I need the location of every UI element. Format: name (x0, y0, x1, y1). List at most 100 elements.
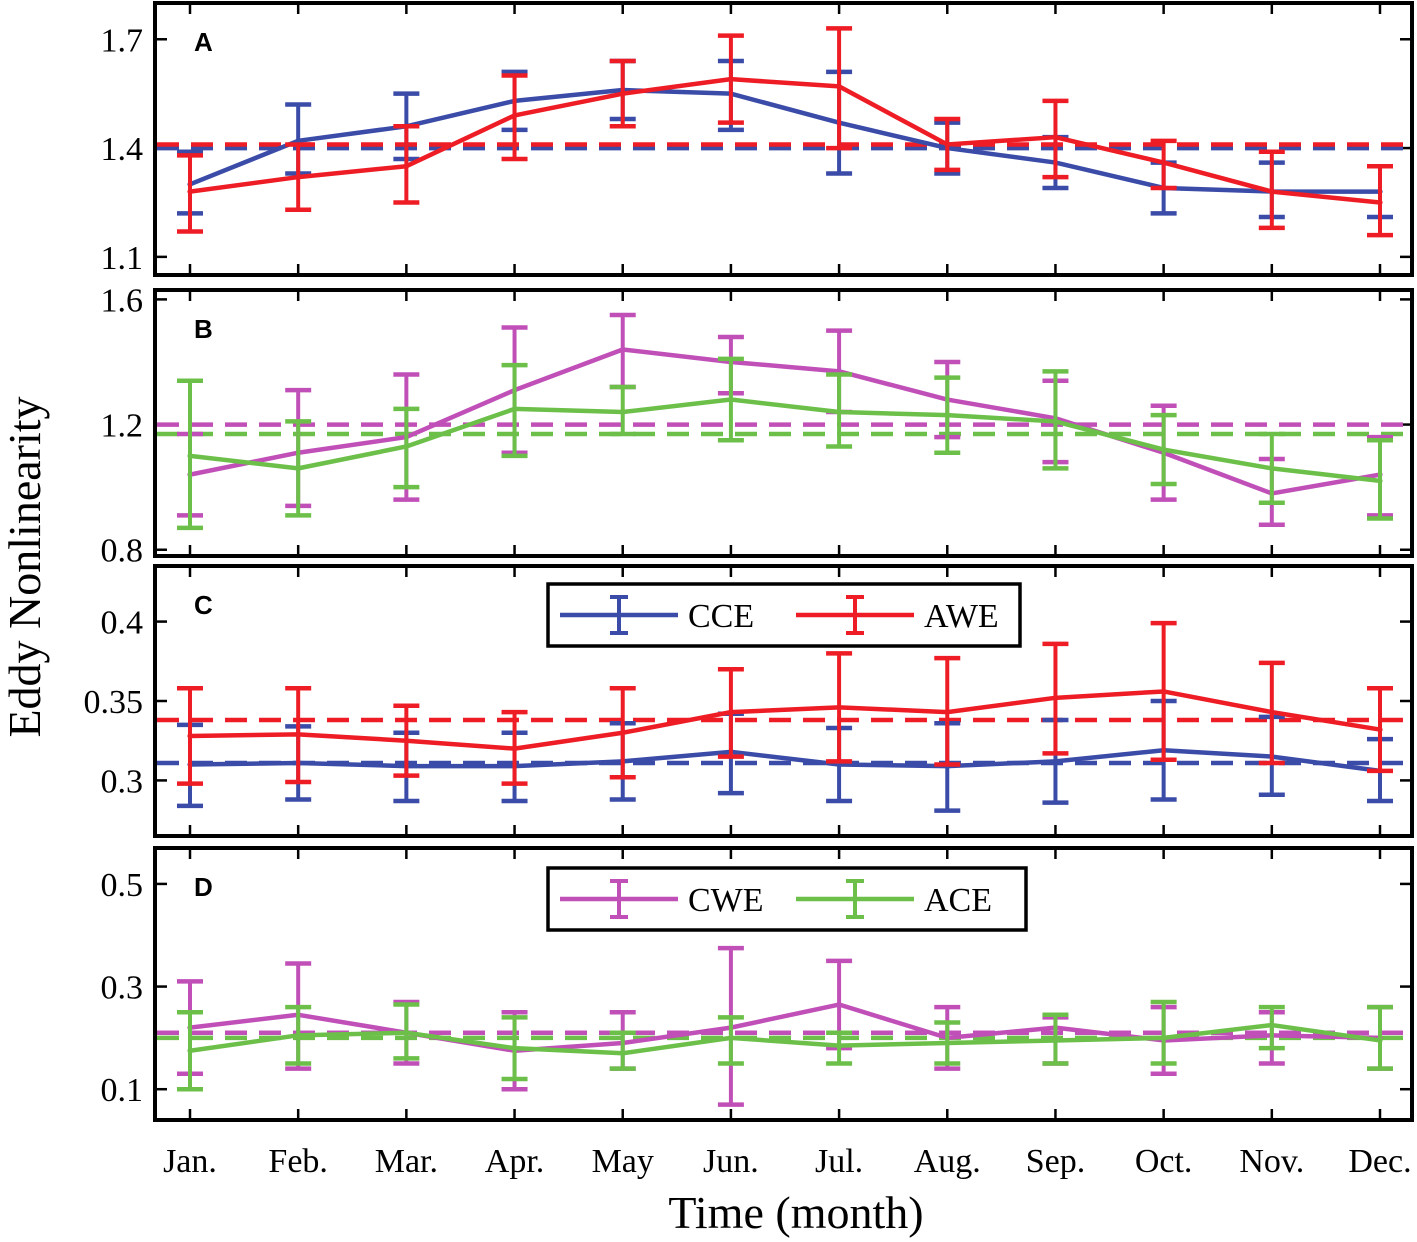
y-tick-label: 0.35 (84, 684, 144, 721)
data-point (1161, 159, 1167, 166)
panel-b: 0.8 1.2 1.6 B (101, 282, 1414, 570)
panel-frame (153, 288, 1414, 558)
data-point (511, 406, 518, 412)
y-tick-label: 0.3 (101, 763, 144, 800)
data-point (1377, 199, 1383, 206)
series-line-ace (189, 397, 1381, 484)
series-cwe (177, 945, 1393, 1107)
data-point (728, 76, 734, 82)
data-point (295, 138, 301, 144)
series-line-awe (189, 689, 1381, 751)
data-point (836, 83, 842, 90)
panel-label: C (194, 590, 213, 620)
data-point (187, 1048, 193, 1054)
data-point (295, 465, 301, 471)
data-point (511, 1045, 518, 1051)
panel-d: 0.1 0.3 0.5 D CWE ACE (101, 846, 1414, 1122)
panel-frame (153, 846, 1414, 1122)
series-line-ace (189, 1022, 1381, 1056)
panel-label: D (194, 872, 213, 902)
series-line-cwe (189, 347, 1381, 496)
legend: CCE AWE (546, 582, 1022, 648)
y-tick-label: 0.4 (101, 605, 144, 642)
series-cce (177, 698, 1393, 813)
month-label: Jan. (163, 1143, 217, 1180)
month-label: Dec. (1348, 1143, 1411, 1180)
data-point (1161, 1035, 1167, 1041)
series-line-awe (189, 76, 1381, 205)
series-line-cce (189, 747, 1381, 774)
month-label: May (592, 1143, 654, 1180)
data-point (620, 730, 626, 736)
panel-c: 0.3 0.35 0.4 C CCE AWE (84, 564, 1414, 838)
panel-label: B (194, 314, 213, 344)
data-point (187, 188, 193, 195)
plot-layer: 1.1 1.4 1.7 A 0.8 1.2 1.6 B 0.3 0.35 0.4 C CCE AWE 0.1… (84, 1, 1414, 1180)
data-point (1269, 709, 1275, 715)
data-point (620, 409, 626, 415)
month-label: Jun. (703, 1143, 759, 1180)
y-tick-label: 0.5 (101, 867, 144, 904)
data-point (1377, 1037, 1383, 1044)
y-tick-label: 0.1 (101, 1072, 144, 1109)
data-point (1377, 726, 1383, 733)
data-point (944, 412, 950, 418)
data-point (620, 1050, 626, 1056)
legend-label-cwe: CWE (688, 882, 764, 919)
data-point (944, 709, 950, 715)
data-point (728, 709, 734, 715)
month-label: Jul. (815, 1143, 863, 1180)
data-point (1269, 465, 1275, 471)
legend-label-awe: AWE (924, 598, 999, 635)
y-tick-label: 1.1 (101, 240, 144, 277)
month-label: Nov. (1239, 1143, 1304, 1180)
x-tick-labels: Jan. Feb. Mar. Apr. May Jun. Jul. Aug. Sep. Oct. N… (163, 1143, 1412, 1180)
month-label: Apr. (485, 1143, 545, 1180)
data-point (187, 453, 193, 459)
data-point (836, 1042, 842, 1049)
series-ace (177, 999, 1393, 1092)
y-tick-label: 1.7 (101, 22, 144, 59)
data-point (403, 738, 409, 744)
data-point (620, 91, 626, 97)
y-tick-label: 1.4 (101, 131, 144, 168)
panel-label: A (194, 27, 213, 57)
data-point (511, 746, 518, 752)
month-label: Aug. (914, 1143, 981, 1180)
data-point (295, 731, 301, 737)
data-point (1052, 134, 1059, 140)
data-point (728, 1035, 734, 1041)
data-point (728, 396, 734, 403)
y-axis-title: Eddy Nonlinearity (0, 396, 50, 737)
data-point (511, 112, 518, 119)
data-point (403, 163, 409, 169)
series-cwe (177, 312, 1393, 527)
data-point (1052, 695, 1059, 701)
month-label: Oct. (1135, 1143, 1193, 1180)
series-line-cwe (189, 1002, 1381, 1053)
month-label: Feb. (268, 1143, 328, 1180)
legend: CWE ACE (546, 866, 1028, 932)
data-point (1161, 447, 1167, 453)
panel-frame (153, 1, 1414, 277)
data-point (836, 409, 842, 415)
data-point (620, 346, 626, 353)
data-point (403, 443, 409, 450)
data-point (1052, 418, 1059, 425)
y-tick-label: 0.8 (101, 533, 144, 570)
data-point (1161, 688, 1167, 695)
series-ace (177, 356, 1393, 531)
data-point (1052, 758, 1059, 764)
data-point (1052, 1037, 1059, 1044)
data-point (187, 733, 193, 739)
data-point (403, 1030, 409, 1036)
month-label: Mar. (375, 1143, 438, 1180)
data-point (295, 1032, 301, 1038)
y-tick-label: 1.2 (101, 408, 144, 445)
series-awe (177, 26, 1393, 238)
month-label: Sep. (1026, 1143, 1086, 1180)
data-point (1269, 1022, 1275, 1028)
series-line-cce (189, 87, 1380, 194)
data-point (1377, 478, 1383, 484)
